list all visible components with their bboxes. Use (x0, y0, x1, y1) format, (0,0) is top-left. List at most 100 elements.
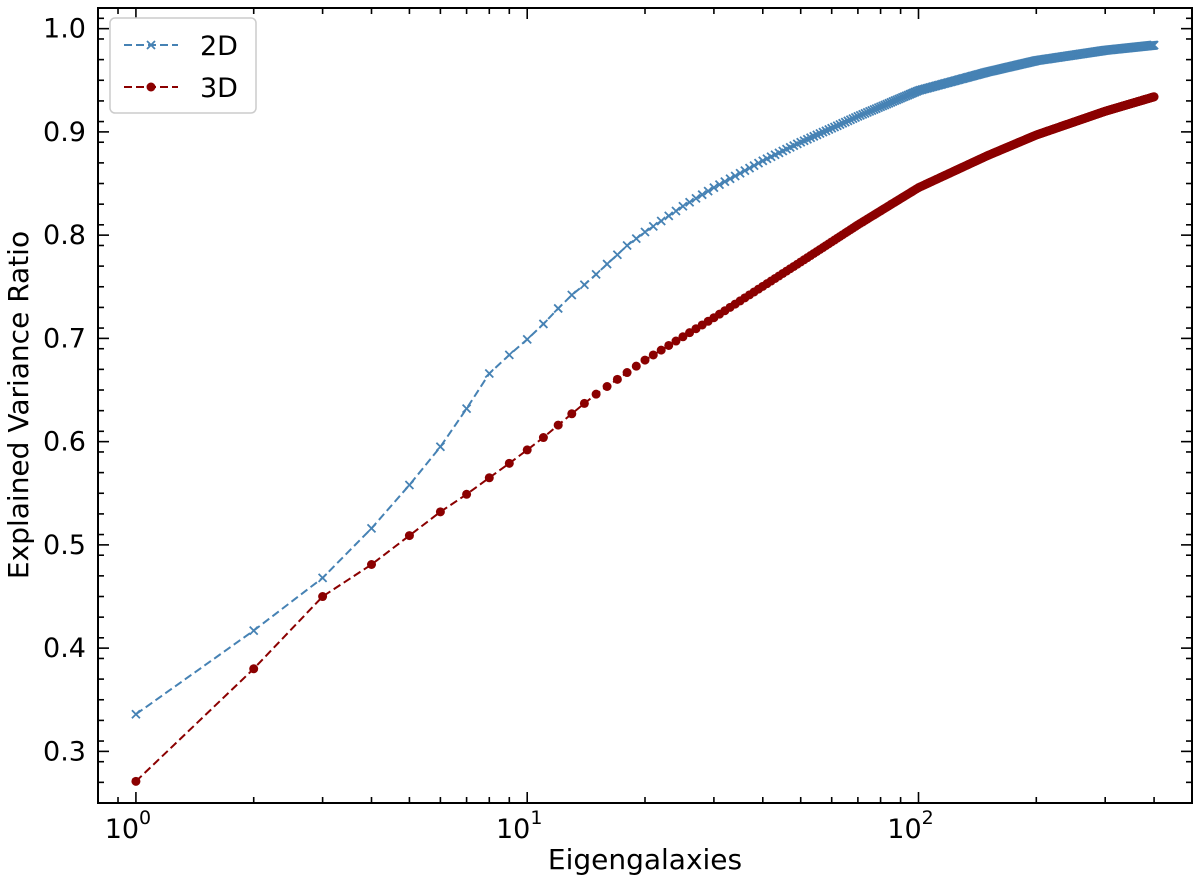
data-point (1149, 40, 1159, 50)
data-point (753, 158, 764, 168)
data-point (461, 403, 472, 414)
y-axis-label: Explained Variance Ratio (2, 231, 35, 579)
data-point (602, 259, 612, 269)
data-point (553, 303, 563, 314)
series-line (135, 95, 1155, 783)
data-point (656, 216, 666, 226)
data-point (853, 111, 863, 122)
y-tick-label: 0.9 (43, 117, 86, 148)
legend-label: 3D (200, 73, 238, 104)
data-point (678, 201, 688, 211)
x-tick-label: 101 (496, 807, 542, 845)
x-tick-label: 102 (887, 807, 933, 845)
series-3D (131, 92, 1159, 786)
x-axis-label: Eigengalaxies (548, 843, 742, 876)
data-point (845, 115, 856, 125)
data-point (640, 227, 650, 237)
y-tick-label: 0.4 (43, 633, 86, 664)
y-tick-label: 0.5 (43, 530, 86, 561)
data-point (504, 350, 514, 360)
data-point (538, 319, 549, 329)
data-point (131, 776, 141, 786)
data-point (522, 334, 532, 345)
legend-entry-3D: 3D (124, 73, 238, 104)
data-point (567, 290, 577, 300)
x-tick-label: 100 (105, 807, 151, 845)
data-point (249, 625, 259, 636)
data-point (832, 121, 842, 131)
data-point (684, 197, 695, 207)
data-point (740, 166, 750, 176)
y-tick-label: 0.3 (43, 736, 86, 767)
data-point (640, 355, 650, 365)
data-point (744, 163, 755, 173)
ticks-layer: 0.3 0.4 0.5 0.6 0.7 0.8 0.9 1.0 100 101 102 (43, 8, 1193, 845)
data-point (714, 179, 725, 190)
data-point (664, 211, 674, 221)
data-point (671, 206, 681, 216)
data-point (749, 160, 759, 171)
data-point (678, 332, 688, 342)
data-point (622, 368, 632, 378)
y-tick-label: 0.6 (43, 427, 86, 458)
data-point (567, 409, 577, 419)
data-point (538, 433, 548, 443)
legend-marker (146, 40, 156, 50)
axes-frame (97, 7, 1193, 804)
data-point (435, 507, 445, 517)
data-point (553, 420, 563, 430)
data-point (648, 221, 658, 232)
legend-entry-2D: 2D (124, 31, 238, 62)
data-point (249, 664, 259, 674)
data-point (602, 381, 612, 391)
data-point (591, 389, 601, 399)
data-point (318, 592, 328, 602)
data-point (404, 531, 414, 541)
data-point (631, 233, 641, 244)
data-point (838, 118, 848, 128)
y-tick-label: 0.7 (43, 323, 86, 354)
data-point (725, 174, 735, 184)
data-point (317, 573, 328, 583)
data-point (435, 442, 446, 452)
data-point (484, 368, 494, 379)
legend-marker (146, 82, 156, 92)
data-point (730, 171, 740, 181)
data-point (522, 445, 532, 455)
data-point (843, 116, 853, 126)
data-point (709, 183, 719, 193)
legend-label: 2D (200, 31, 238, 62)
data-point (671, 336, 681, 346)
series-2D (131, 40, 1159, 719)
data-point (579, 280, 590, 290)
data-point (855, 110, 865, 121)
data-point (462, 489, 472, 499)
data-point (656, 345, 666, 355)
data-point (648, 350, 658, 360)
data-point (840, 117, 850, 127)
data-point (612, 250, 623, 260)
y-tick-label: 1.0 (43, 14, 86, 45)
data-point (703, 186, 713, 196)
data-point (664, 340, 674, 350)
data-point (631, 361, 641, 371)
data-point (697, 190, 707, 200)
data-point (591, 269, 601, 280)
data-point (366, 523, 377, 534)
y-tick-label: 0.8 (43, 220, 86, 251)
data-point (691, 193, 701, 204)
data-point (367, 560, 376, 569)
data-point (850, 112, 861, 123)
data-point (735, 168, 745, 178)
data-point (579, 398, 589, 408)
data-point (835, 119, 845, 130)
series-layer (131, 40, 1159, 786)
data-point (720, 176, 730, 187)
data-point (484, 473, 494, 483)
data-point (404, 480, 415, 490)
data-point (829, 122, 840, 132)
